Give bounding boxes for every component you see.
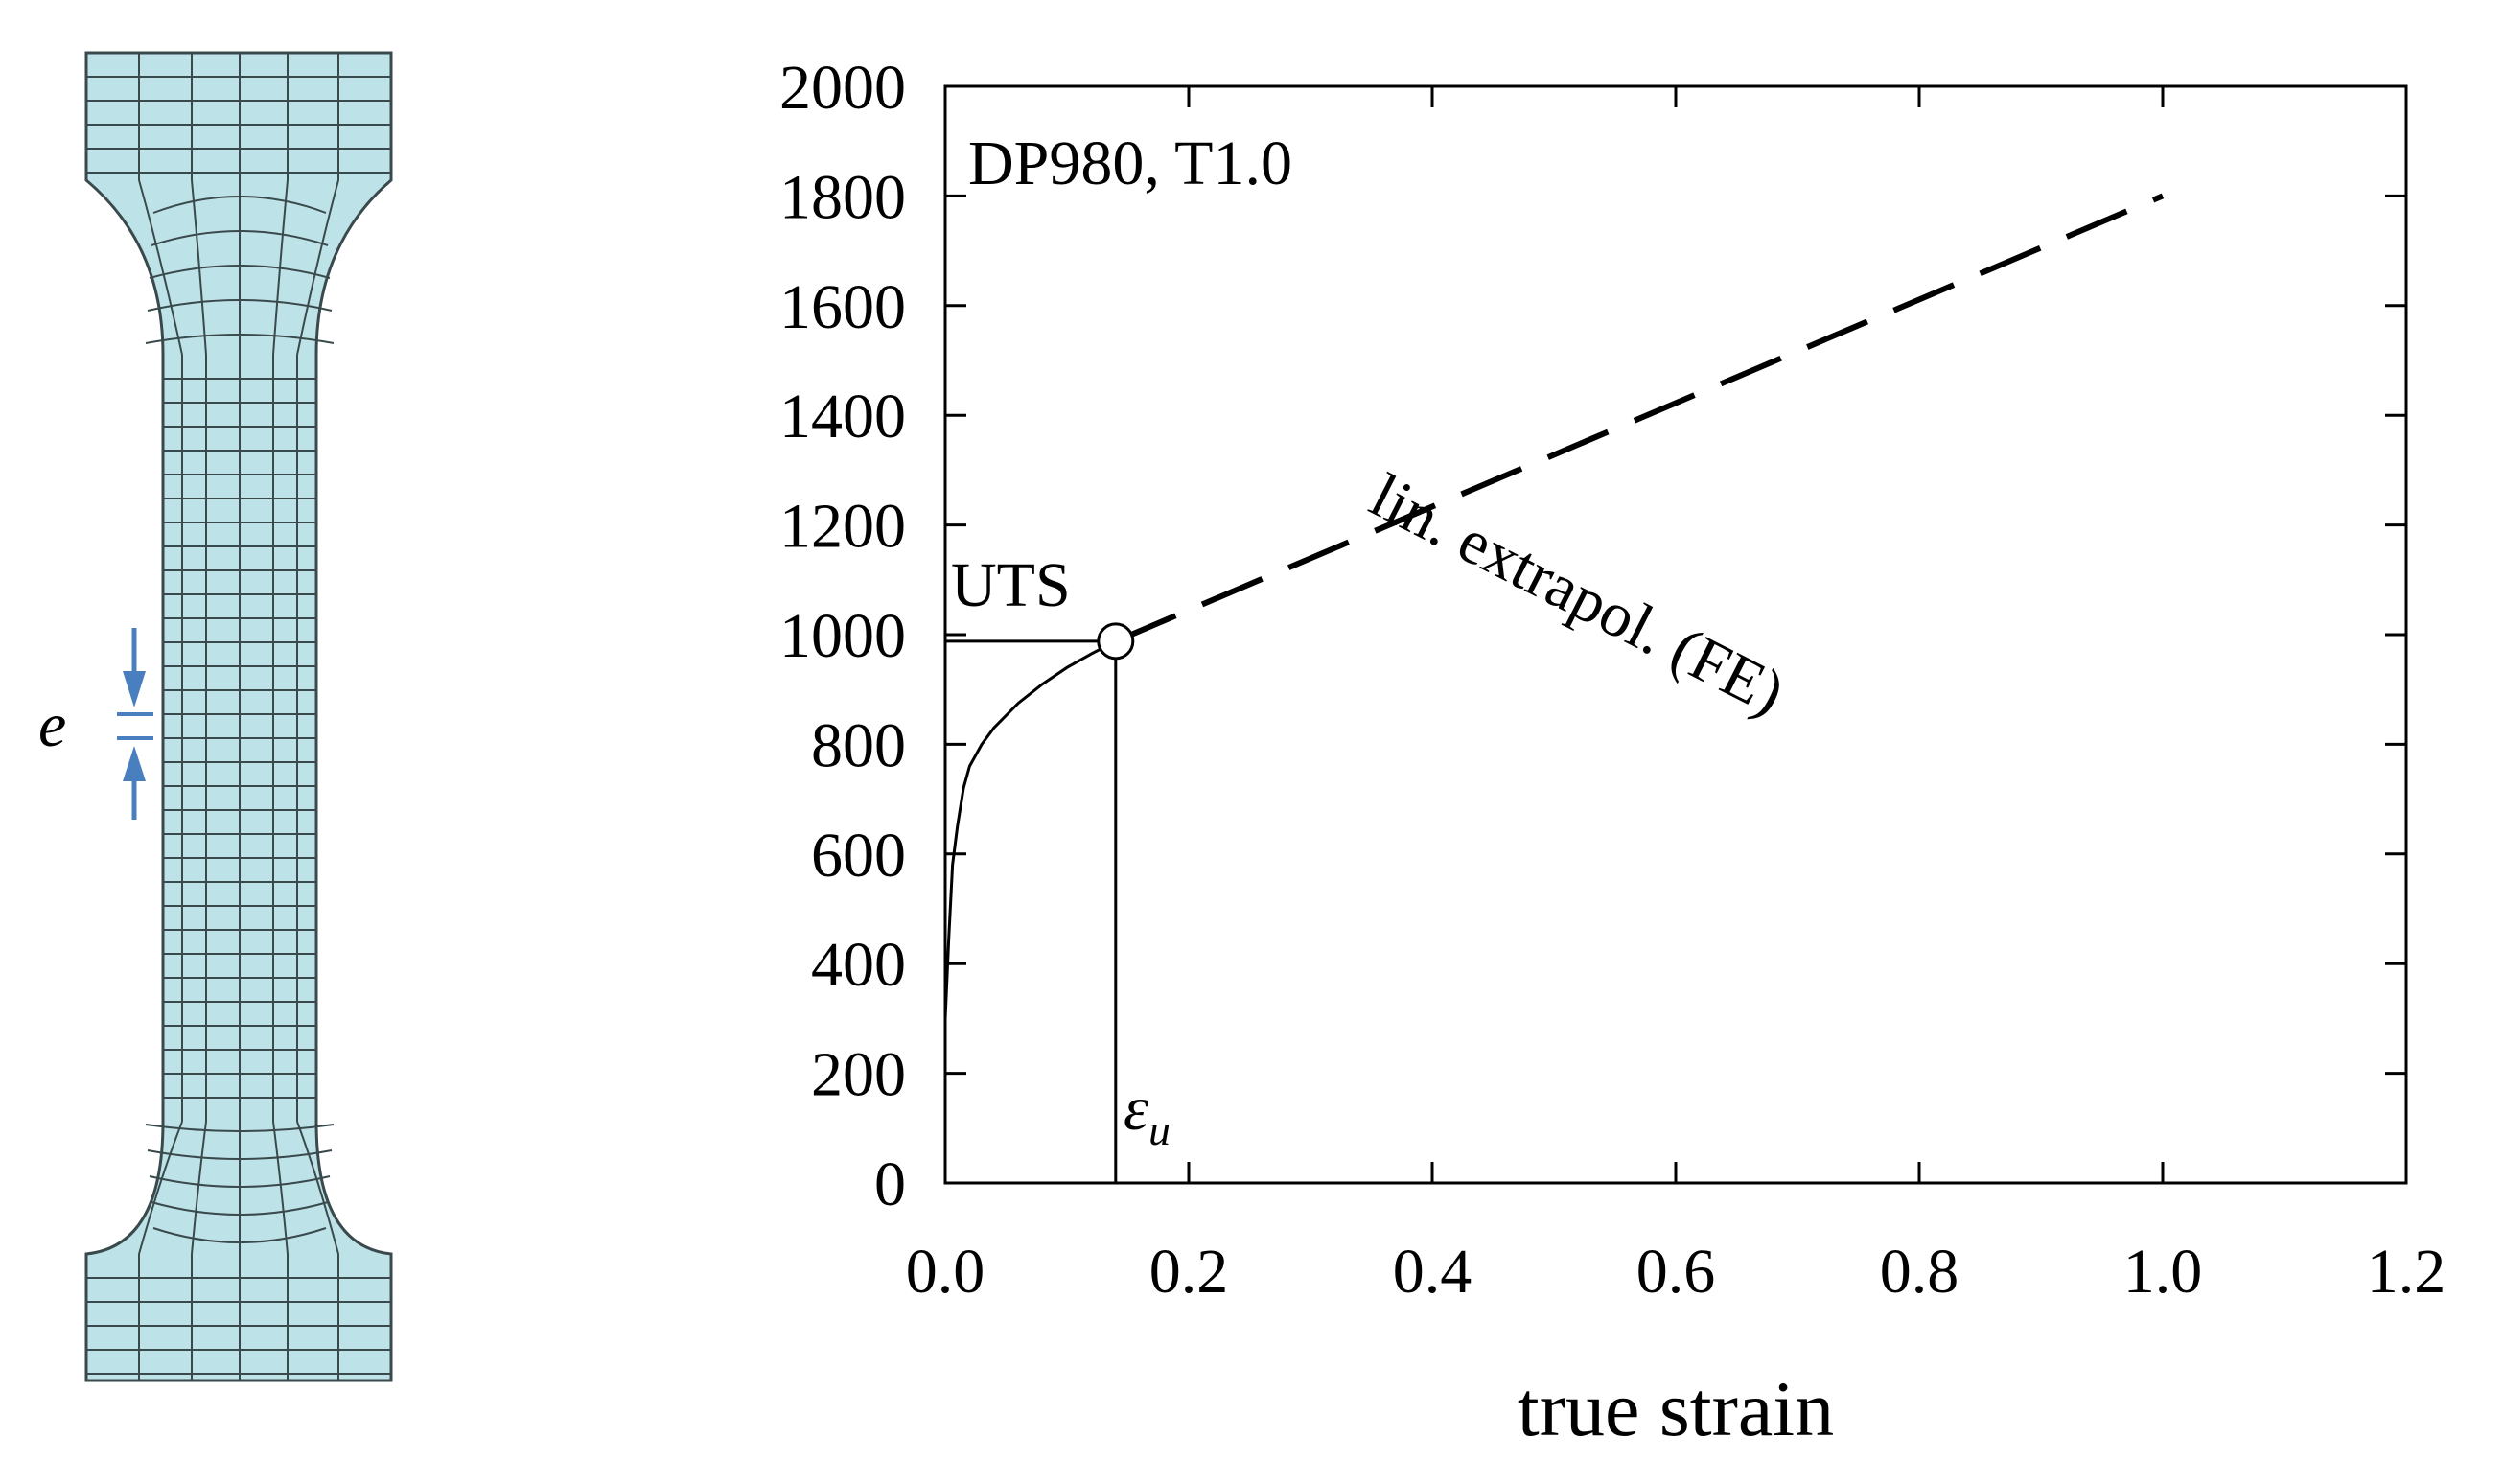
mesh-line (147, 299, 333, 312)
mesh-line (152, 1227, 327, 1243)
mesh-line (191, 1121, 207, 1255)
mesh-line (149, 265, 331, 279)
y-tick-label: 1000 (779, 601, 906, 671)
mesh-lines (86, 53, 391, 1380)
element-size-marker (117, 628, 153, 820)
mesh-line (147, 1149, 333, 1160)
y-tick-label: 200 (811, 1040, 906, 1110)
epsilon-symbol: ε (1124, 1074, 1148, 1144)
uts-point-marker (1097, 622, 1135, 661)
mesh-line (151, 230, 329, 246)
mesh-line (152, 196, 327, 214)
extrapolation-line (1114, 193, 2165, 644)
x-axis-ticks (943, 86, 2408, 1183)
mesh-line (272, 1121, 289, 1255)
y-tick-label: 800 (811, 710, 906, 780)
mesh-line (149, 1175, 331, 1188)
x-tick-label: 0.8 (1880, 1237, 1959, 1307)
uts-label: UTS (951, 550, 1071, 620)
extrapolation-label: lin. extrapol. (FE) (1359, 460, 1796, 729)
mesh-line (138, 1121, 183, 1255)
material-annotation: DP980, T1.0 (968, 128, 1292, 198)
mesh-line (145, 334, 335, 344)
arrow-up-icon (123, 746, 146, 781)
tensile-specimen-mesh: e (38, 51, 393, 1382)
y-tick-label: 1400 (779, 382, 906, 452)
mesh-line (296, 179, 339, 356)
x-tick-label: 0.2 (1149, 1237, 1229, 1307)
x-axis-label: true strain (1518, 1365, 1834, 1452)
y-tick-label: 1800 (779, 162, 906, 232)
mesh-line (272, 179, 289, 356)
x-tick-label: 0.0 (906, 1237, 985, 1307)
y-tick-label: 400 (811, 930, 906, 1000)
y-tick-label: 0 (874, 1149, 906, 1219)
x-tick-label: 0.4 (1393, 1237, 1472, 1307)
x-tick-label: 1.2 (2367, 1237, 2446, 1307)
x-tick-label: 0.6 (1636, 1237, 1716, 1307)
flow-curve-line (943, 639, 1117, 1019)
x-tick-label: 1.0 (2123, 1237, 2203, 1307)
mesh-line (151, 1201, 329, 1216)
y-tick-label: 2000 (779, 53, 906, 123)
mesh-line (145, 1124, 335, 1132)
x-axis-tick-labels: 0.0 0.2 0.4 0.6 0.8 1.0 1.2 (906, 1237, 2446, 1307)
element-size-label: e (38, 690, 66, 760)
stress-strain-chart: 0.0 0.2 0.4 0.6 0.8 1.0 1.2 0 200 400 600 800 1000 1… (779, 53, 2446, 1452)
y-axis-tick-labels: 0 200 400 600 800 1000 1200 1400 1600 1800 2000 (779, 53, 906, 1219)
mesh-line (296, 1121, 339, 1255)
y-tick-label: 600 (811, 821, 906, 891)
uts-guide-lines (945, 639, 1118, 1183)
mesh-line (191, 179, 207, 356)
y-tick-label: 1600 (779, 272, 906, 342)
y-axis-ticks (945, 84, 2406, 1185)
mesh-line (138, 179, 183, 356)
series-layer (943, 193, 2165, 1019)
uniform-strain-label: εu (1124, 1074, 1171, 1154)
y-tick-label: 1200 (779, 492, 906, 562)
arrow-down-icon (123, 671, 146, 707)
epsilon-subscript: u (1148, 1105, 1171, 1154)
